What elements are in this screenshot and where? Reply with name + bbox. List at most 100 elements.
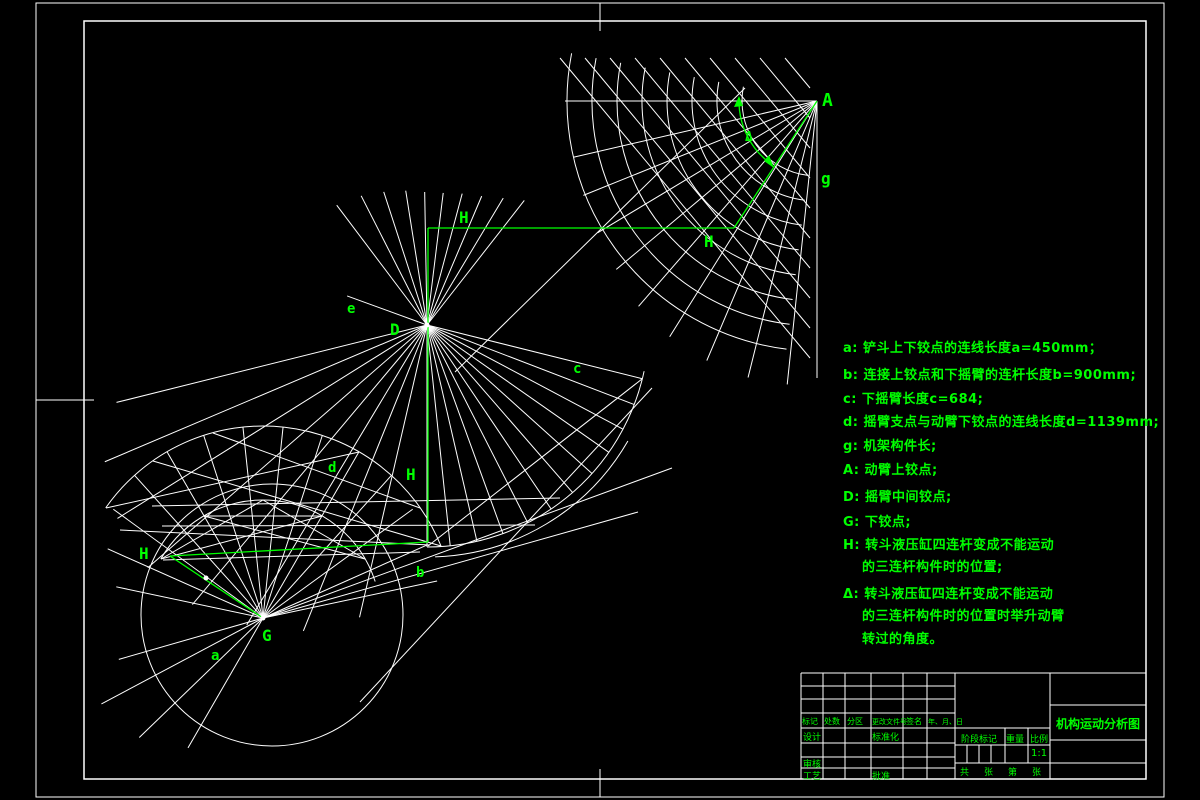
boom-fan-A [786, 100, 818, 385]
bucket-fan-G [262, 451, 360, 619]
boom-field-diagonal [684, 57, 811, 209]
tb-cell-date: 年、月、日 [928, 718, 963, 726]
rocker-fan-D-up [360, 195, 428, 326]
legend-line: a: 铲斗上下铰点的连线长度a=450mm； [843, 341, 1103, 356]
point-label-b: b [416, 565, 424, 581]
linkage-arc [160, 499, 376, 582]
rocker-fan-D-long [246, 324, 428, 626]
boom-fan-A [597, 100, 818, 234]
joint-point [424, 322, 430, 328]
tb-cell-biaoji: 标记 [802, 717, 818, 726]
tb-cell-gengai: 更改文件号 [872, 718, 907, 726]
boom-field-diagonal [634, 57, 811, 269]
legend-line: H: 转斗液压缸四连杆变成不能运动 [843, 538, 1055, 553]
legend-line: b: 连接上铰点和下摇臂的连杆长度b=900mm; [843, 368, 1137, 383]
legend-line: d: 摇臂支点与动臂下铰点的连线长度d=1139mm; [843, 415, 1160, 430]
tb-cell-bili: 比例 [1030, 735, 1049, 745]
bucket-fan-G [242, 426, 264, 619]
linkage-line [152, 460, 442, 547]
rocker-fan-D-up [426, 197, 504, 326]
boom-fan-A [638, 100, 818, 307]
linkage-line [160, 515, 323, 560]
rocker-fan-D-long [116, 324, 428, 403]
bucket-circle [140, 483, 404, 747]
boom-field-diagonal [659, 57, 811, 239]
tb-cell-fenqu: 分区 [847, 717, 863, 726]
rocker-fan-D-up [426, 195, 483, 326]
linkage-line [105, 451, 360, 509]
trajectory-arc [691, 77, 802, 226]
linkage-line [427, 378, 643, 547]
legend-line: 转过的角度。 [862, 632, 944, 647]
tb-cell-biaozhunhua: 标准化 [872, 733, 900, 743]
rocker-fan-D-up [426, 192, 444, 326]
bucket-fan-G-lower [138, 617, 264, 738]
linkage-line [151, 497, 561, 507]
boom-fan-A [706, 100, 818, 361]
linkage-line [161, 524, 536, 527]
bucket-fan-G [116, 586, 264, 619]
boom-fan-A [583, 100, 818, 196]
tb-cell-di: 第 [1008, 768, 1018, 778]
rocker-fan-D-up [346, 295, 428, 326]
tb-cell-chushu: 处数 [824, 717, 840, 726]
rocker-fan-D-down [426, 324, 624, 430]
arrowhead [734, 96, 743, 107]
rocker-fan-D-up [426, 200, 525, 326]
rocker-fan-D-long [147, 324, 428, 569]
h-position-line [169, 555, 264, 619]
point-label-D: D [390, 320, 400, 339]
legend-line: G: 下铰点; [843, 515, 912, 530]
boom-field-diagonal [584, 57, 811, 329]
tb-cell-qianming: 签名 [906, 717, 922, 726]
bucket-fan-G [113, 508, 264, 619]
linkage-line [160, 499, 264, 560]
point-label-G: G [262, 626, 272, 645]
tb-cell-zhang2: 张 [1032, 768, 1042, 778]
trajectory-arc [591, 58, 790, 325]
boom-fan-A [669, 100, 818, 338]
rocker-fan-D-down [426, 324, 593, 474]
rocker-fan-D-up [424, 192, 428, 326]
rocker-fan-D-long [117, 324, 428, 519]
linkage-line [162, 551, 421, 561]
legend-line: A: 动臂上铰点; [843, 463, 938, 478]
rocker-fan-D-up [426, 193, 463, 326]
rocker-fan-D-up [383, 191, 428, 326]
trajectory-arc [741, 86, 808, 176]
linkage-line [262, 511, 639, 619]
tb-cell-zhang1: 张 [984, 768, 994, 778]
tb-cell-gong: 共 [960, 768, 970, 778]
point-label-H: H [406, 465, 416, 484]
point-label-H: H [704, 232, 714, 251]
linkage-line [203, 515, 366, 560]
rocker-fan-D-down [426, 324, 478, 542]
boom-field-diagonal [734, 57, 811, 149]
rocker-fan-D-down [426, 324, 610, 453]
trajectory-arc [616, 62, 793, 300]
rocker-fan-D-down [426, 324, 643, 380]
point-label-A: A [822, 90, 833, 111]
linkage-arc [426, 371, 645, 548]
legend-line: Δ: 转斗液压缸四连杆变成不能运动 [843, 587, 1054, 602]
bucket-fan-G-lower [118, 617, 264, 660]
h-position-line [169, 541, 429, 557]
linkage-line [262, 499, 366, 560]
tb-cell-zhongliang: 重量 [1006, 735, 1025, 745]
tb-scale-value: 1:1 [1031, 748, 1048, 759]
bucket-fan-G [262, 435, 323, 619]
boom-field-diagonal [759, 57, 811, 119]
linkage-line [359, 387, 653, 703]
arrowhead [764, 155, 774, 168]
point-label-Δ: Δ [745, 130, 753, 145]
trajectory-arc [716, 81, 805, 201]
point-label-H: H [139, 544, 149, 563]
boom-field-diagonal [784, 57, 811, 89]
tb-cell-gongyi: 工艺 [803, 772, 822, 782]
rocker-fan-D-up [405, 190, 428, 326]
point-label-d: d [328, 460, 336, 476]
point-label-a: a [211, 648, 219, 664]
point-label-H: H [459, 208, 469, 227]
